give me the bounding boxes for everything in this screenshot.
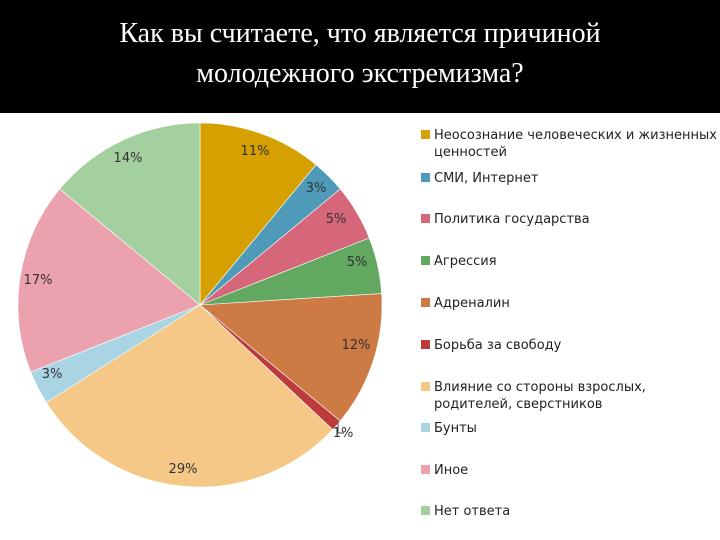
legend-swatch bbox=[421, 423, 430, 432]
legend-swatch bbox=[421, 340, 430, 349]
legend-swatch bbox=[421, 298, 430, 307]
legend-swatch bbox=[421, 130, 430, 139]
chart-title: Как вы считаете, что является причиной м… bbox=[119, 18, 601, 89]
pie-slice bbox=[17, 188, 201, 373]
legend-swatch bbox=[421, 506, 430, 515]
legend-swatch bbox=[421, 256, 430, 265]
pie-slices bbox=[17, 122, 383, 488]
pie-value-label: 29% bbox=[169, 462, 198, 477]
pie-value-label: 17% bbox=[24, 273, 53, 288]
pie-slice bbox=[199, 122, 317, 306]
legend-label: Политика государства bbox=[434, 212, 590, 227]
pie-slice bbox=[59, 122, 201, 306]
pie-value-label: 3% bbox=[306, 181, 327, 196]
pie-value-label: 5% bbox=[347, 255, 368, 270]
legend-label: Адреналин bbox=[434, 296, 510, 311]
legend-label: Борьба за свободу bbox=[434, 338, 562, 353]
pie-value-label: 14% bbox=[114, 151, 143, 166]
legend-swatch bbox=[421, 173, 430, 182]
pie-value-labels: 11%3%5%5%12%1%29%3%17%14% bbox=[24, 144, 371, 477]
title-bar: Как вы считаете, что является причиной м… bbox=[0, 0, 720, 113]
leader-line bbox=[337, 423, 344, 434]
pie-slice bbox=[45, 304, 334, 488]
legend-label: Агрессия bbox=[434, 254, 497, 269]
legend-swatch bbox=[421, 214, 430, 223]
legend-label: Бунты bbox=[434, 421, 477, 436]
legend: Неосознание человеческих и жизненных ценн… bbox=[421, 128, 717, 519]
legend-label: Иное bbox=[434, 463, 468, 478]
legend-swatch bbox=[421, 465, 430, 474]
legend-label: Влияние со стороны взрослых, родителей, с… bbox=[434, 380, 646, 412]
pie-value-label: 5% bbox=[326, 212, 347, 227]
legend-label: СМИ, Интернет bbox=[434, 171, 539, 186]
legend-swatch bbox=[421, 382, 430, 391]
pie-slice bbox=[199, 293, 383, 422]
pie-value-label: 12% bbox=[342, 338, 371, 353]
legend-label: Неосознание человеческих и жизненных ценн… bbox=[434, 128, 717, 160]
pie-value-label: 11% bbox=[241, 144, 270, 159]
pie-value-label: 3% bbox=[42, 367, 63, 382]
legend-label: Нет ответа bbox=[434, 504, 510, 519]
